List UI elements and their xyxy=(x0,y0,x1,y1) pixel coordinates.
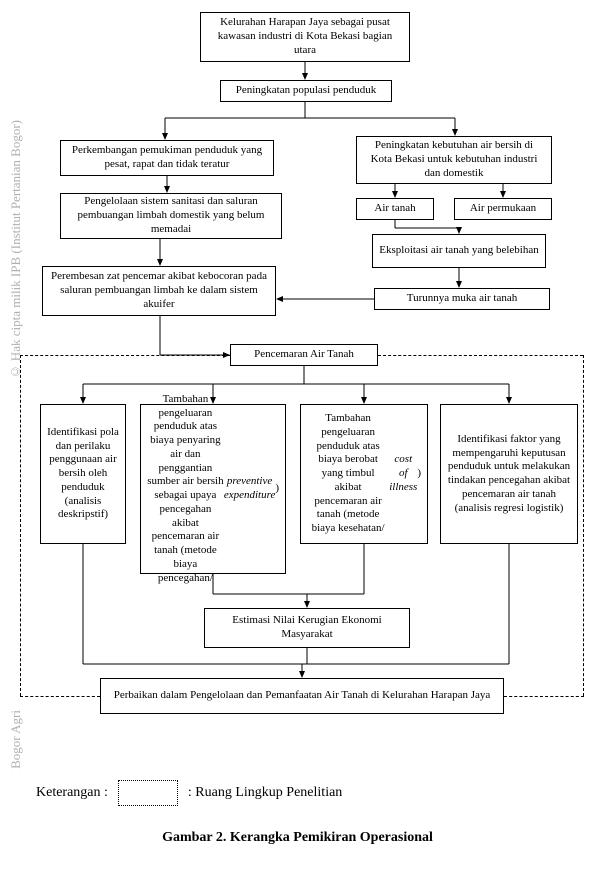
scope-dash-left xyxy=(20,355,21,696)
watermark-top: © Hak cipta milik IPB (Institut Pertania… xyxy=(8,120,24,379)
node-cost-of-illness: Tambahan pengeluaran penduduk atas biaya… xyxy=(300,404,428,544)
legend: Keterangan : : Ruang Lingkup Penelitian xyxy=(36,780,342,806)
node-perbaikan: Perbaikan dalam Pengelolaan dan Pemanfaa… xyxy=(100,678,504,714)
scope-dash-bottom-right xyxy=(504,696,584,697)
node-regresi-logistik: Identifikasi faktor yang mempengaruhi ke… xyxy=(440,404,578,544)
watermark-bottom: Bogor Agri xyxy=(8,710,24,769)
node-estimasi-kerugian: Estimasi Nilai Kerugian Ekonomi Masyarak… xyxy=(204,608,410,648)
node-sanitasi: Pengelolaan sistem sanitasi dan saluran … xyxy=(60,193,282,239)
node-kebutuhan-air: Peningkatan kebutuhan air bersih di Kota… xyxy=(356,136,552,184)
legend-dashed-box xyxy=(118,780,178,806)
legend-label: Keterangan : xyxy=(36,785,108,801)
node-pemukiman: Perkembangan pemukiman penduduk yang pes… xyxy=(60,140,274,176)
scope-dash-top xyxy=(20,355,230,356)
node-preventive-expenditure: Tambahan pengeluaran penduduk atas biaya… xyxy=(140,404,286,574)
node-pencemaran: Pencemaran Air Tanah xyxy=(230,344,378,366)
node-eksploitasi: Eksploitasi air tanah yang belebihan xyxy=(372,234,546,268)
node-perembesan: Perembesan zat pencemar akibat kebocoran… xyxy=(42,266,276,316)
node-air-permukaan: Air permukaan xyxy=(454,198,552,220)
legend-text: : Ruang Lingkup Penelitian xyxy=(188,785,342,801)
node-turun-muka: Turunnya muka air tanah xyxy=(374,288,550,310)
scope-dash-right xyxy=(583,355,584,696)
node-air-tanah: Air tanah xyxy=(356,198,434,220)
figure-caption: Gambar 2. Kerangka Pemikiran Operasional xyxy=(0,830,595,846)
node-identifikasi-pola: Identifikasi pola dan perilaku penggunaa… xyxy=(40,404,126,544)
scope-dash-top-right xyxy=(378,355,583,356)
scope-dash-bottom-left xyxy=(20,696,100,697)
flowchart-diagram: © Hak cipta milik IPB (Institut Pertania… xyxy=(0,0,595,889)
node-populasi: Peningkatan populasi penduduk xyxy=(220,80,392,102)
node-kelurahan: Kelurahan Harapan Jaya sebagai pusat kaw… xyxy=(200,12,410,62)
